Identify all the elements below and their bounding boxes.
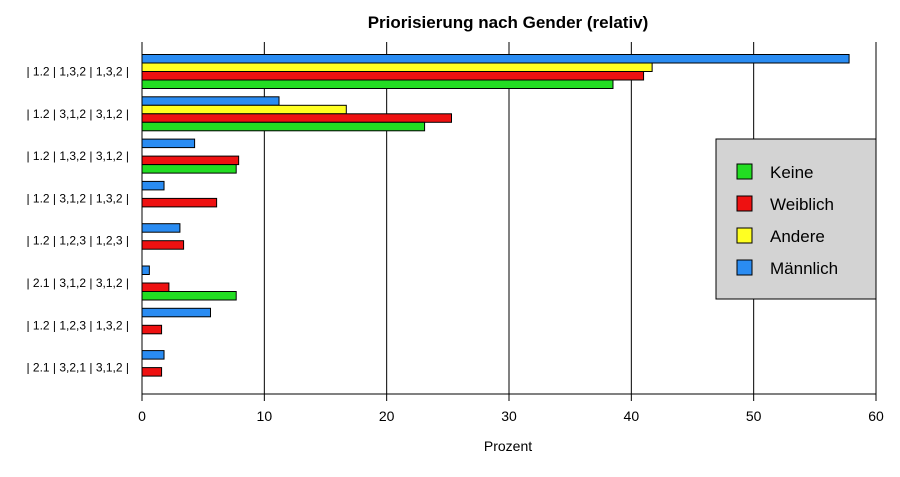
x-tick-label: 10: [257, 408, 273, 424]
legend-swatch-andere: [736, 227, 753, 244]
legend-swatch-keine: [736, 163, 753, 180]
x-tick-label: 0: [138, 408, 146, 424]
legend-swatch-weiblich: [736, 195, 753, 212]
bar-weiblich-3: [141, 197, 218, 208]
bars-layer: [141, 54, 850, 377]
bar-männlich-0: [141, 54, 850, 64]
bar-keine-5: [141, 291, 237, 301]
x-tick-label: 60: [868, 408, 884, 424]
category-label: | 2.1 | 3,1,2 | 3,1,2 |: [26, 276, 129, 290]
x-tick-label: 20: [379, 408, 395, 424]
bar-weiblich-7: [141, 367, 163, 377]
category-labels: | 1.2 | 1,3,2 | 1,3,2 | | 1.2 | 3,1,2 | 3…: [26, 65, 129, 375]
bar-weiblich-4: [141, 240, 185, 250]
legend-swatch-männlich: [736, 259, 753, 276]
chart-title: Priorisierung nach Gender (relativ): [368, 13, 649, 32]
bar-männlich-2: [141, 138, 196, 149]
bar-weiblich-6: [141, 324, 163, 335]
bar-männlich-7: [141, 350, 165, 360]
legend-label-männlich: Männlich: [770, 259, 838, 278]
bar-weiblich-1: [141, 113, 453, 123]
legend-label-keine: Keine: [770, 163, 813, 182]
category-label: | 1.2 | 3,1,2 | 3,1,2 |: [26, 107, 129, 121]
x-tick-label: 40: [624, 408, 640, 424]
bar-keine-0: [141, 79, 614, 89]
bar-andere-0: [141, 62, 653, 72]
bar-männlich-5: [141, 265, 150, 275]
bar-männlich-4: [141, 223, 181, 233]
bar-männlich-6: [141, 307, 212, 318]
legend-label-andere: Andere: [770, 227, 825, 246]
bar-weiblich-5: [141, 282, 170, 292]
category-label: | 1.2 | 3,1,2 | 1,3,2 |: [26, 191, 129, 205]
legend-label-weiblich: Weiblich: [770, 195, 834, 214]
bar-weiblich-0: [141, 71, 645, 81]
legend: Keine Weiblich Andere Männlich: [715, 138, 877, 300]
x-tick-label: 30: [501, 408, 517, 424]
x-axis-title: Prozent: [484, 438, 532, 454]
category-label: | 1.2 | 1,2,3 | 1,2,3 |: [26, 234, 129, 248]
category-label: | 1.2 | 1,3,2 | 3,1,2 |: [26, 149, 129, 163]
category-label: | 1.2 | 1,3,2 | 1,3,2 |: [26, 65, 129, 79]
bar-andere-1: [141, 104, 347, 115]
category-label: | 2.1 | 3,2,1 | 3,1,2 |: [26, 361, 129, 375]
x-tick-label: 50: [746, 408, 762, 424]
bar-männlich-1: [141, 96, 280, 106]
bar-männlich-3: [141, 180, 165, 191]
category-label: | 1.2 | 1,2,3 | 1,3,2 |: [26, 318, 129, 332]
x-axis: 0 10 20 30 40 50 60: [138, 42, 884, 424]
bar-keine-1: [141, 121, 426, 132]
bar-keine-2: [141, 164, 237, 174]
bar-weiblich-2: [141, 155, 240, 166]
